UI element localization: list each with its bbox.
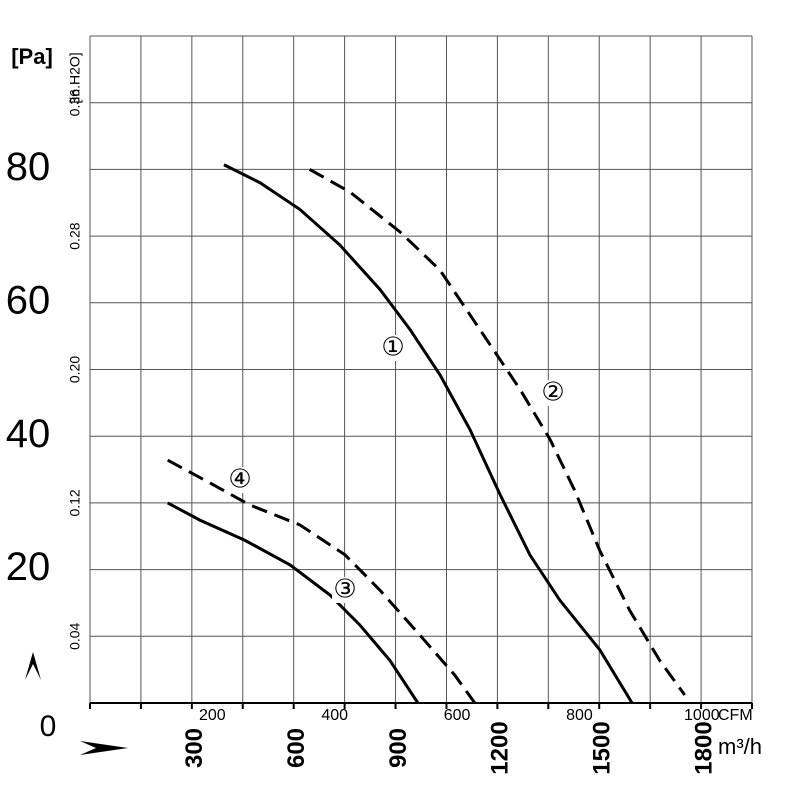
y-tick-label: 0: [40, 710, 57, 743]
curve: [308, 168, 686, 696]
y-axis-label: [Pa]: [11, 44, 53, 69]
y2-tick-label: 0.20: [67, 356, 83, 383]
x2-tick-label: 300: [181, 728, 208, 768]
x-axis-label: CFM: [718, 707, 753, 724]
x2-tick-label: 1200: [487, 721, 514, 774]
curve-label-bg: [380, 335, 406, 361]
right-arrow: [80, 741, 128, 755]
y-tick-label: 20: [6, 545, 51, 589]
y-tick-label: 40: [6, 412, 51, 456]
x-tick-label: 600: [444, 707, 471, 724]
x2-axis-label: m³/h: [718, 734, 762, 759]
x-tick-label: 400: [321, 707, 348, 724]
y2-tick-label: 0.04: [67, 622, 83, 649]
curve-label: ①: [381, 333, 404, 363]
y2-tick-label: 0.36: [67, 89, 83, 116]
curve-label: ③: [333, 575, 356, 605]
curve-label: ②: [541, 378, 564, 408]
x2-tick-label: 600: [283, 728, 310, 768]
x2-tick-label: 1500: [589, 721, 616, 774]
curve: [166, 501, 420, 704]
y-tick-label: 60: [6, 278, 51, 322]
curve: [166, 458, 477, 704]
y2-tick-label: 0.28: [67, 222, 83, 249]
curve-label-bg: [540, 380, 566, 406]
x-tick-label: 800: [566, 707, 593, 724]
curve-label-bg: [227, 467, 253, 493]
x2-tick-label: 900: [385, 728, 412, 768]
x2-tick-label: 1800: [690, 721, 717, 774]
curve-label-bg: [332, 577, 358, 603]
y-tick-label: 80: [6, 145, 51, 189]
up-arrow: [25, 652, 41, 680]
x-tick-label: 200: [199, 707, 226, 724]
y2-tick-label: 0.12: [67, 489, 83, 516]
y2-axis-label: [in.H2O]: [67, 52, 83, 103]
x-tick-label: 1000: [684, 707, 720, 724]
curve: [223, 163, 634, 704]
curve-label: ④: [228, 465, 251, 495]
